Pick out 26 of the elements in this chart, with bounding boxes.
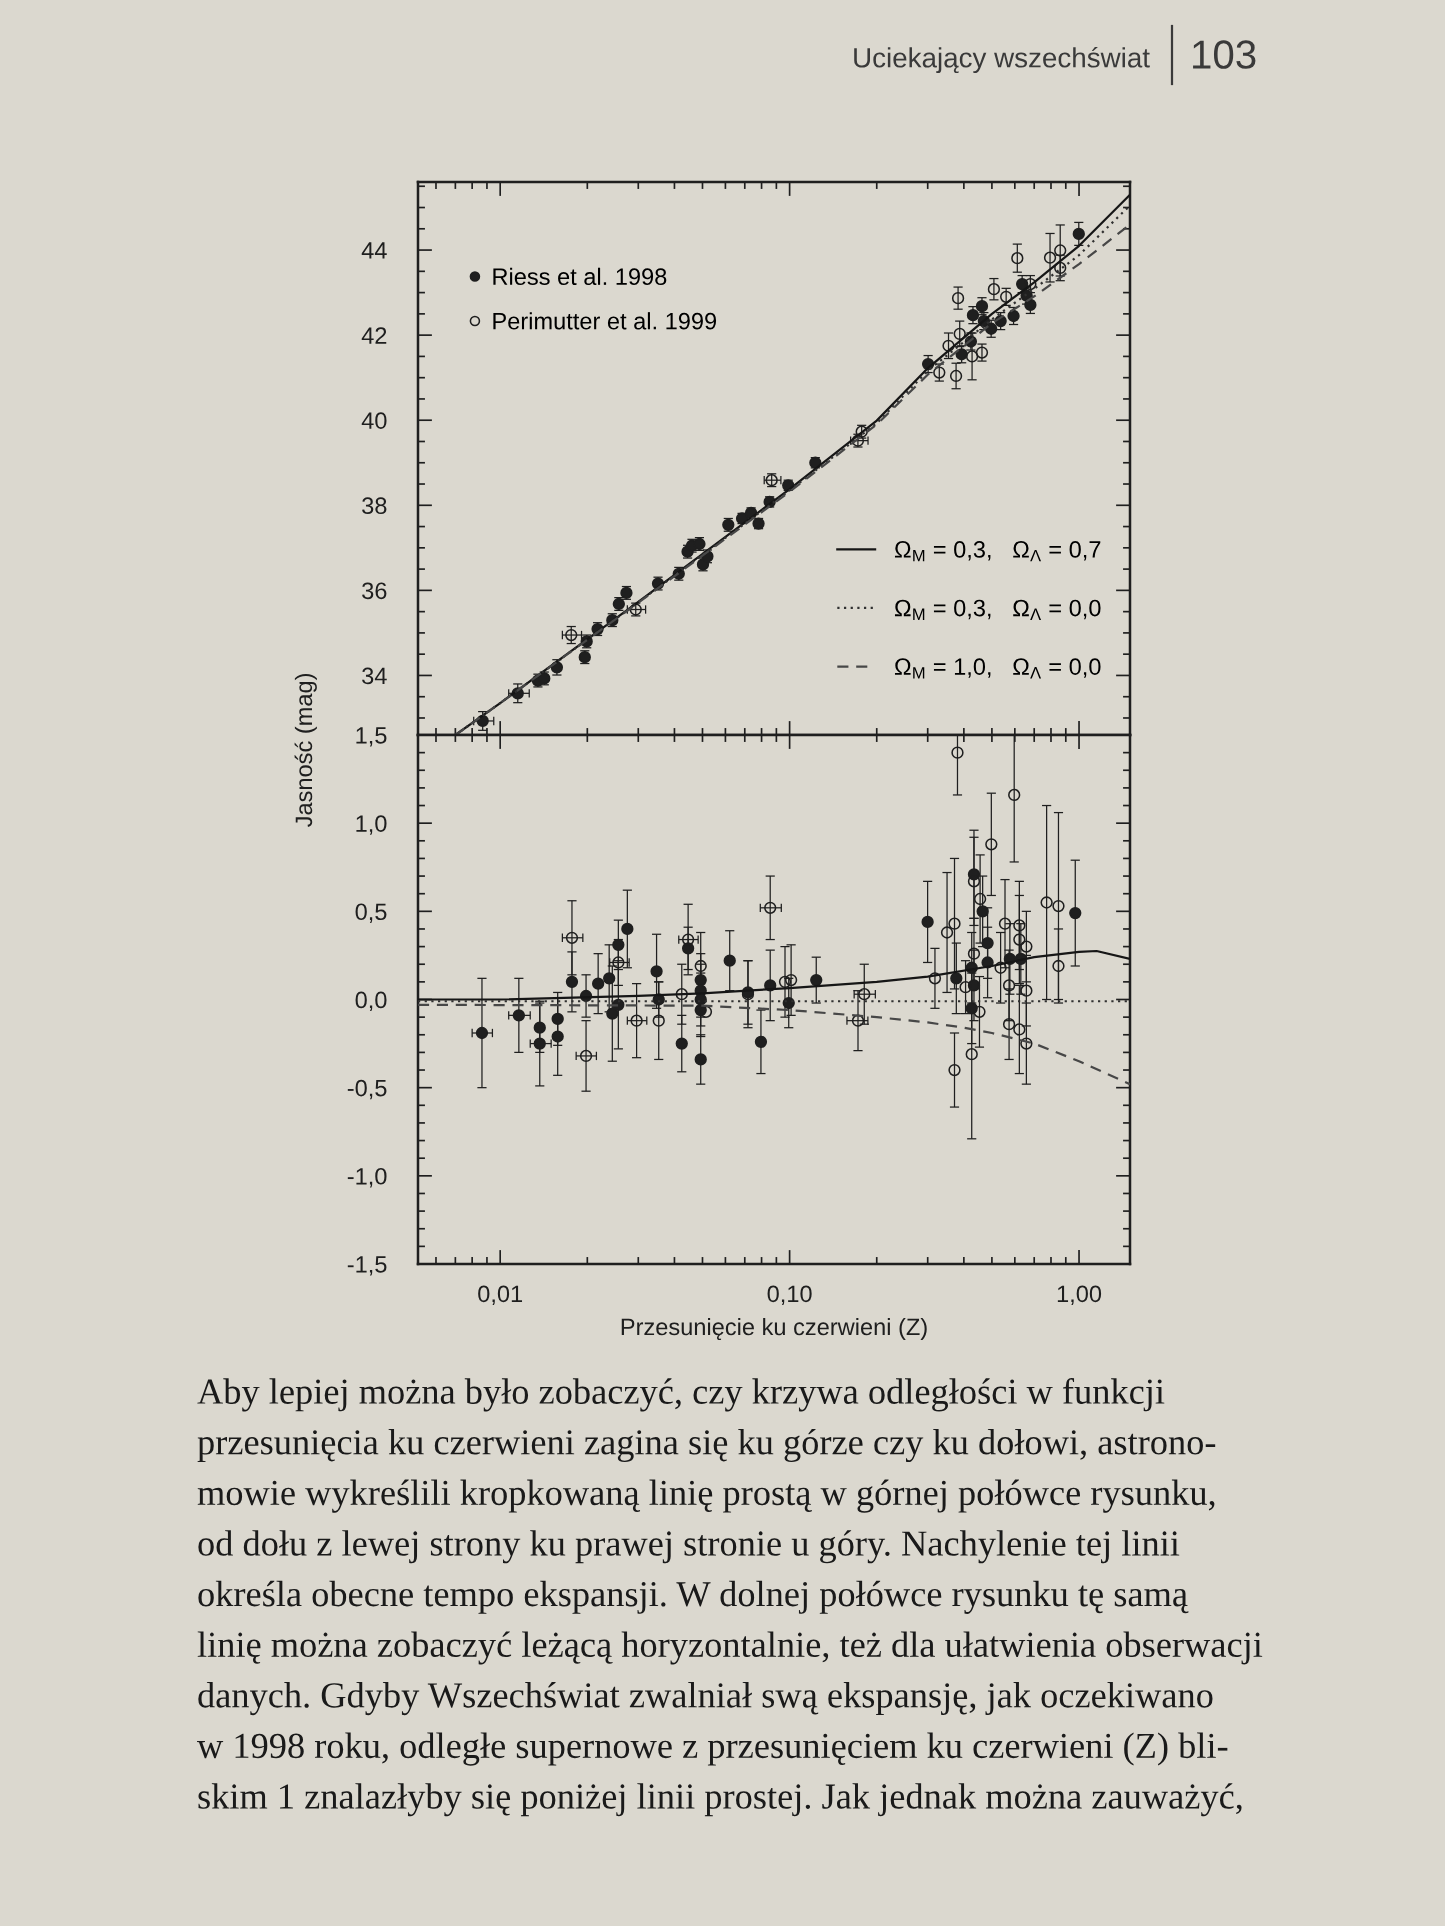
- x-tick-label: 1,00: [1057, 1285, 1102, 1305]
- legend-label: Riess et al. 1998: [493, 267, 667, 286]
- x-axis-title: Przesunięcie ku czerwieni (Z): [621, 1317, 927, 1340]
- y-tick-label: 1,0: [356, 815, 387, 835]
- x-tick-label: 0,10: [767, 1285, 812, 1305]
- text: Uciekający wszechświat: [854, 46, 1150, 74]
- y-tick-label: 44: [361, 242, 387, 259]
- y-tick-label: 0,5: [355, 903, 387, 923]
- legend-label: Ω$_{M}$ = 0,3, Ω$_{Λ}$ = 0,0: [894, 599, 1101, 620]
- text: 103: [1193, 40, 1256, 69]
- y-tick-label: 1,5: [356, 727, 387, 747]
- legend-label: Ω$_{M}$ = 1,0, Ω$_{Λ}$ = 0,0: [894, 658, 1101, 679]
- y-tick-label: 38: [362, 497, 387, 515]
- y-tick-label: 36: [362, 582, 387, 600]
- legend-label: Perimutter et al. 1999: [493, 312, 717, 330]
- y-tick-label: 40: [361, 412, 387, 429]
- y-axis-title: Jasność (mag): [294, 673, 317, 827]
- legend-label: Ω$_{M}$ = 0,3, Ω$_{Λ}$ = 0,7: [894, 541, 1101, 562]
- y-tick-label: -1,5: [347, 1256, 387, 1276]
- y-tick-label: -0,5: [347, 1079, 387, 1100]
- y-tick-label: 42: [361, 327, 387, 344]
- y-tick-label: 0,0: [355, 991, 387, 1012]
- y-tick-label: -1,0: [347, 1167, 387, 1188]
- y-tick-label: 34: [362, 667, 387, 685]
- x-tick-label: 0,01: [478, 1285, 523, 1305]
- text: Aby lepiej można było zobaczyć, czy krzywa odległości w funkcji przesunięcia ku czerwieni zagina się ku górze czy ku dołowi, astrono- mowie wykreślili kropkowaną linię prostą w górnej połówce rysunku, od dołu z lewej strony ku prawej stronie u góry. Nachylenie tej linii określa obecne tempo ekspansji. W dolnej połówce rysunku tę samą linię można zobaczyć leżącą horyzontalnie, też dla ułatwienia obserwacji danych. Gdyby Wszechświat zwalniał swą ekspansję, jak oczekiwano w 1998 roku, odległe supernowe z przesunięciem ku czerwieni (Z) bli- skim 1 znalazłyby się poniżej linii prostej. Jak jednak można zauważyć,: [197, 1378, 1263, 1817]
